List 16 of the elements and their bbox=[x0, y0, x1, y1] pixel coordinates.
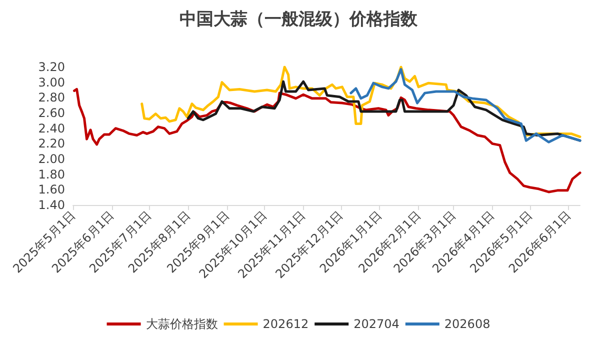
legend-label: 大蒜价格指数 bbox=[146, 317, 218, 331]
legend-label: 202608 bbox=[444, 317, 490, 331]
y-tick-label: 2.80 bbox=[38, 90, 65, 105]
y-tick-label: 2.20 bbox=[38, 136, 65, 151]
y-tick-label: 2.60 bbox=[38, 106, 65, 120]
line-series bbox=[350, 68, 582, 144]
y-tick-label: 1.60 bbox=[38, 182, 65, 197]
y-tick-label: 2.00 bbox=[38, 152, 65, 166]
legend-label: 202612 bbox=[262, 317, 309, 331]
y-tick-label: 3.00 bbox=[38, 75, 65, 90]
y-tick-label: 1.40 bbox=[38, 198, 65, 212]
y-tick-label: 2.40 bbox=[38, 121, 65, 136]
chart-title: 中国大蒜（一般混级）价格指数 bbox=[180, 10, 418, 30]
y-tick-label: 3.20 bbox=[38, 60, 65, 74]
y-tick-label: 1.80 bbox=[38, 167, 65, 182]
legend-label: 202704 bbox=[354, 317, 400, 331]
